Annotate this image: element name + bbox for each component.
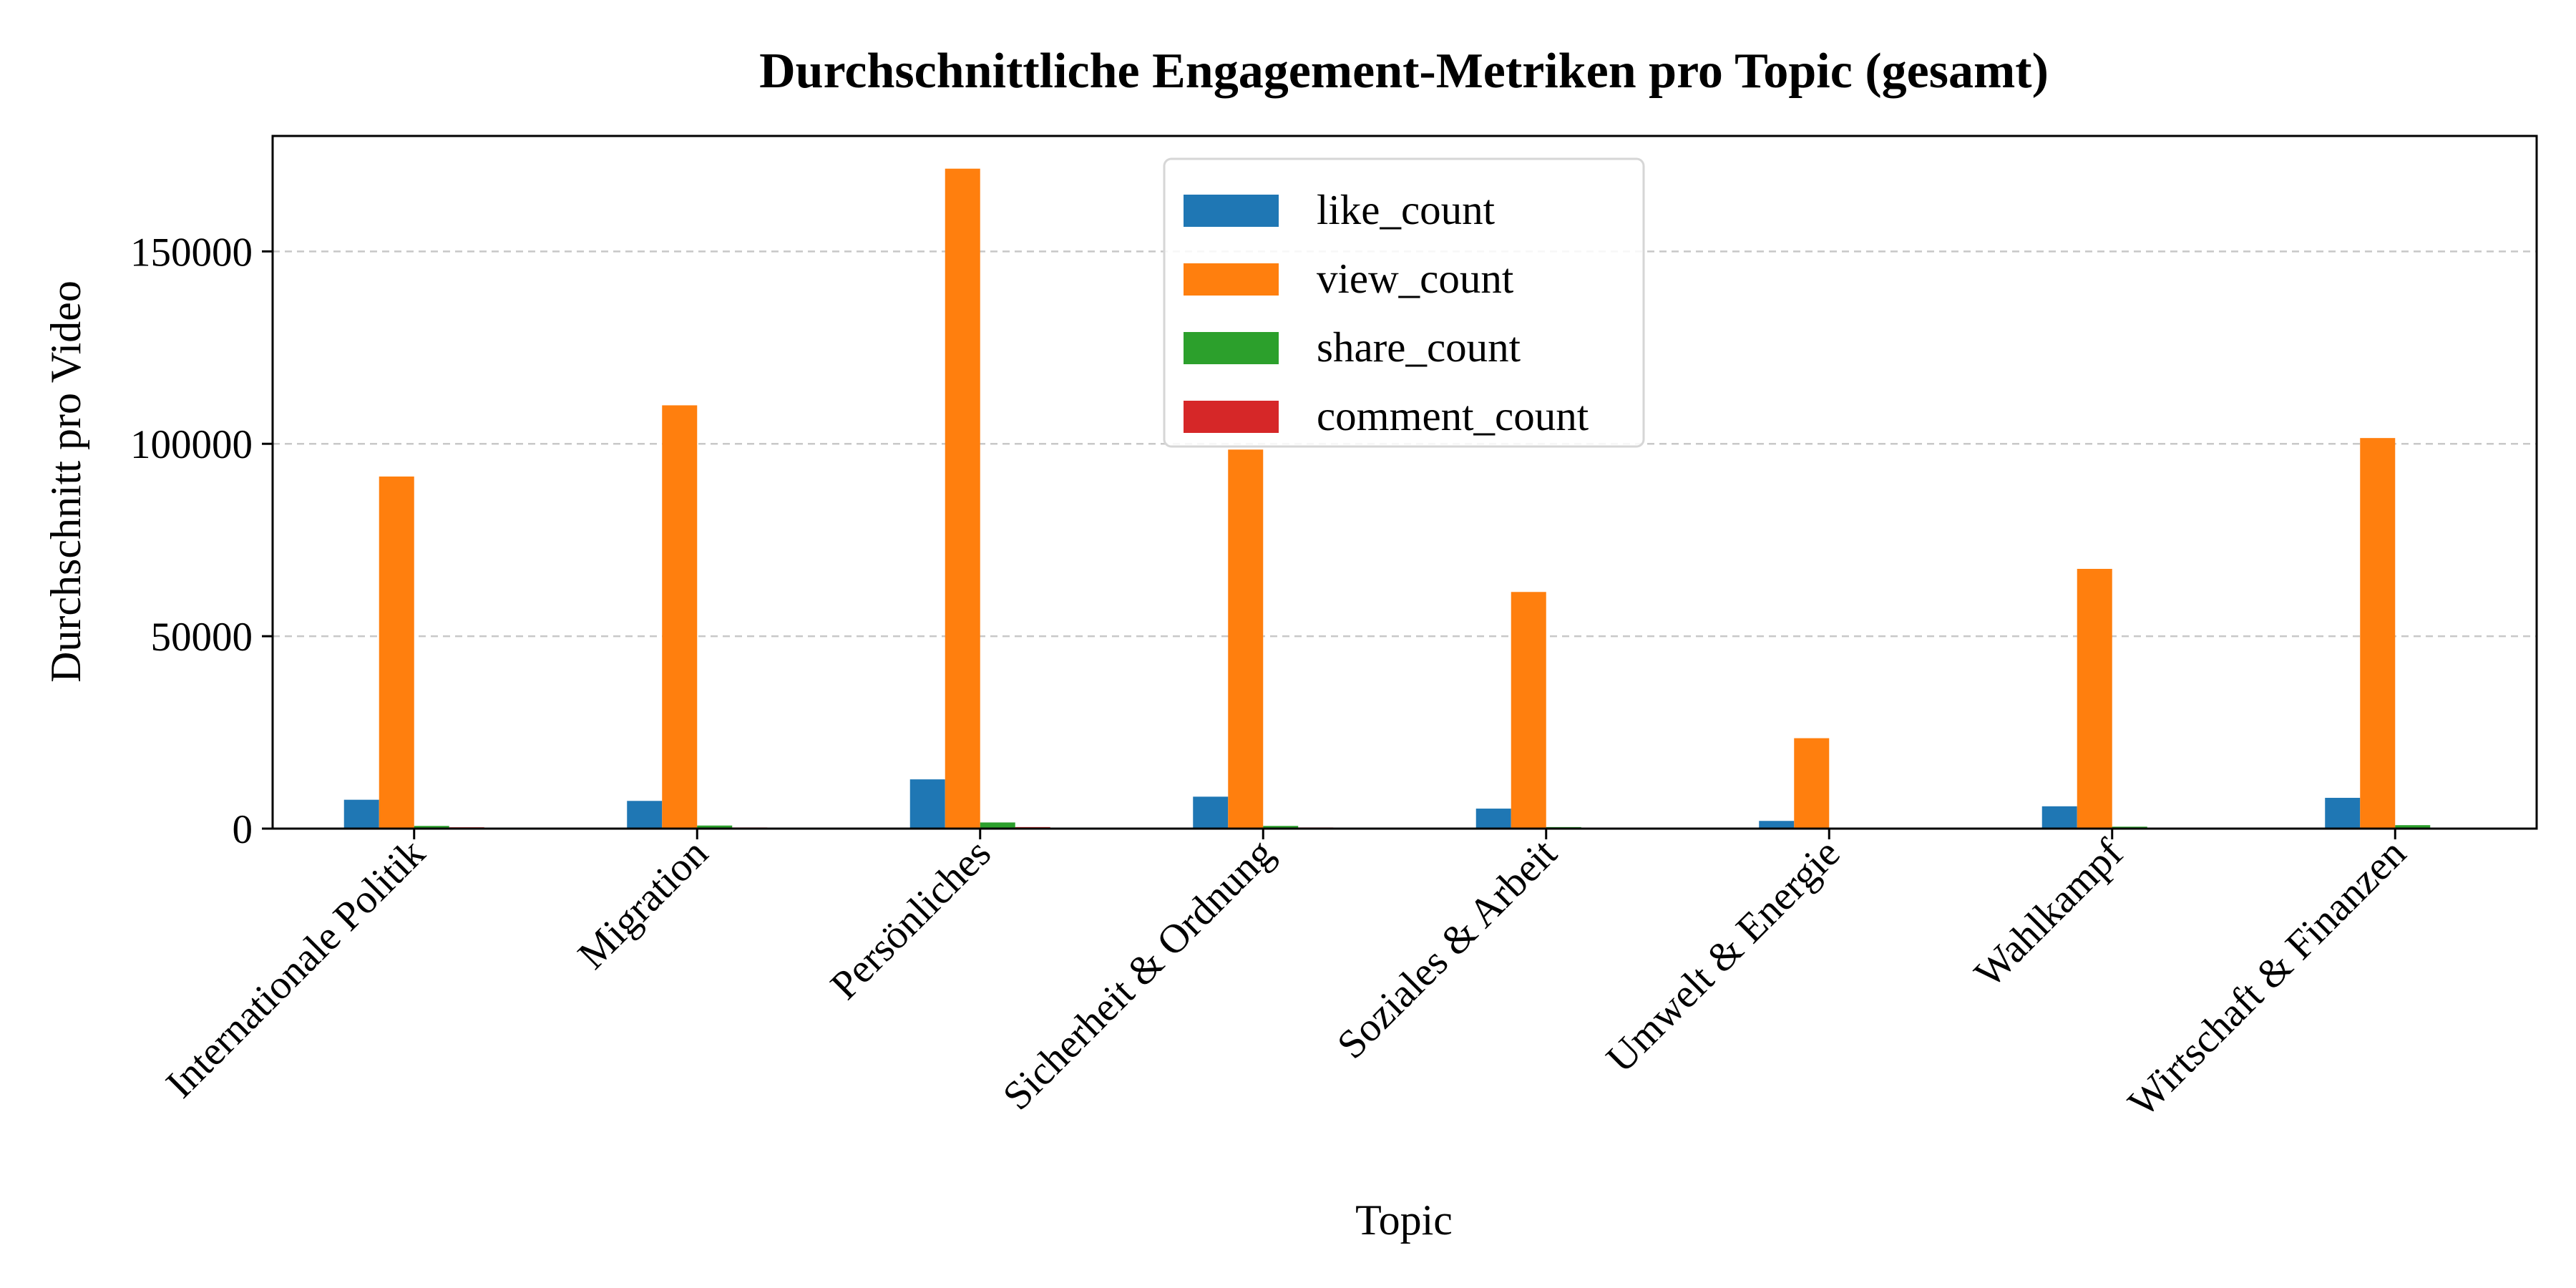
bar-like_count [1193, 796, 1229, 829]
x-axis-label: Topic [1355, 1196, 1453, 1244]
bar-like_count [2325, 797, 2361, 829]
bar-like_count [1475, 809, 1511, 829]
plot-frame [271, 135, 2538, 830]
bar-like_count [627, 801, 663, 829]
x-tick-label: Persönliches [822, 831, 1000, 1008]
chart-title: Durchschnittliche Engagement-Metriken pr… [759, 44, 2049, 99]
bar-view_count [945, 168, 980, 829]
bar-view_count [2360, 438, 2396, 829]
bar-like_count [1759, 821, 1795, 829]
x-axis-ticks: Internationale Politik Migration Persönlic… [157, 829, 2414, 1126]
bar-view_count [1511, 592, 1546, 829]
bar-view_count [379, 476, 414, 829]
x-tick-label: Umwelt & Energie [1598, 831, 1849, 1082]
bar-like_count [909, 779, 945, 829]
bar-share_count [697, 825, 733, 829]
legend-box [1163, 157, 1645, 448]
bar-share_count [980, 822, 1015, 829]
bar-like_count [343, 799, 379, 829]
x-tick-label: Sicherheit & Ordnung [995, 831, 1283, 1119]
y-axis-ticks: 0 50000 100000 150000 [130, 230, 273, 852]
legend-label: comment_count [1317, 392, 1589, 439]
y-tick-label: 150000 [130, 230, 253, 275]
legend-label: view_count [1317, 255, 1514, 302]
legend-swatch [1184, 195, 1279, 227]
bar-view_count [1794, 738, 1830, 829]
legend: like_count view_count share_count comment_c… [1163, 157, 1645, 448]
bar-view_count [1228, 449, 1264, 829]
legend-swatch [1184, 332, 1279, 364]
y-tick-label: 50000 [151, 615, 253, 660]
bar-share_count [2395, 825, 2431, 829]
y-axis-label: Durchschnitt pro Video [42, 280, 89, 683]
legend-label: like_count [1317, 186, 1496, 233]
bar-view_count [662, 405, 698, 829]
x-tick-label: Wirtschaft & Finanzen [2119, 831, 2414, 1126]
x-tick-label: Wahlkampf [1966, 831, 2132, 997]
bar-share_count [414, 826, 449, 829]
legend-swatch [1184, 401, 1279, 433]
y-tick-label: 100000 [130, 422, 253, 467]
x-tick-label: Migration [570, 831, 717, 978]
bar-view_count [2077, 569, 2112, 829]
x-tick-label: Internationale Politik [157, 830, 434, 1106]
bar-share_count [1263, 826, 1299, 829]
legend-swatch [1184, 263, 1279, 296]
x-tick-label: Soziales & Arbeit [1329, 831, 1566, 1068]
legend-label: share_count [1317, 323, 1521, 371]
bar-like_count [2041, 806, 2077, 829]
y-tick-label: 0 [233, 807, 253, 852]
